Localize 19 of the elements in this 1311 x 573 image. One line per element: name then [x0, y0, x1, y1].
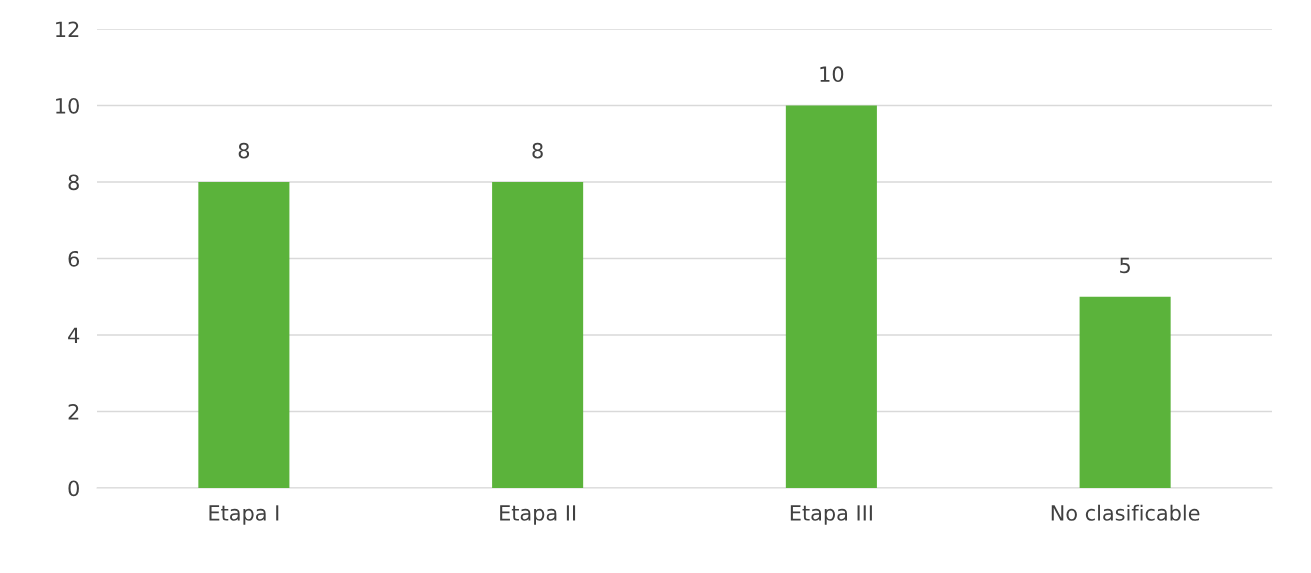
y-tick-label: 6	[68, 250, 80, 267]
bar	[198, 182, 290, 488]
y-tick-label: 0	[68, 480, 79, 497]
y-tick-label: 2	[68, 403, 79, 420]
y-tick-label: 4	[68, 327, 80, 343]
data-label: 8	[238, 142, 250, 159]
bar	[492, 182, 584, 488]
y-tick-label: 10	[56, 97, 79, 114]
data-label: 10	[820, 66, 844, 83]
x-tick-label: Etapa III	[790, 505, 872, 525]
x-tick-label: No clasificable	[1051, 504, 1200, 521]
y-tick-label: 12	[56, 21, 79, 37]
bar	[785, 105, 877, 488]
bar	[1079, 296, 1171, 488]
data-label: 8	[532, 142, 543, 159]
y-tick-label: 8	[68, 174, 79, 191]
x-tick-label: Etapa I	[209, 505, 279, 525]
x-tick-label: Etapa II	[500, 505, 576, 525]
data-label: 5	[1120, 257, 1130, 274]
